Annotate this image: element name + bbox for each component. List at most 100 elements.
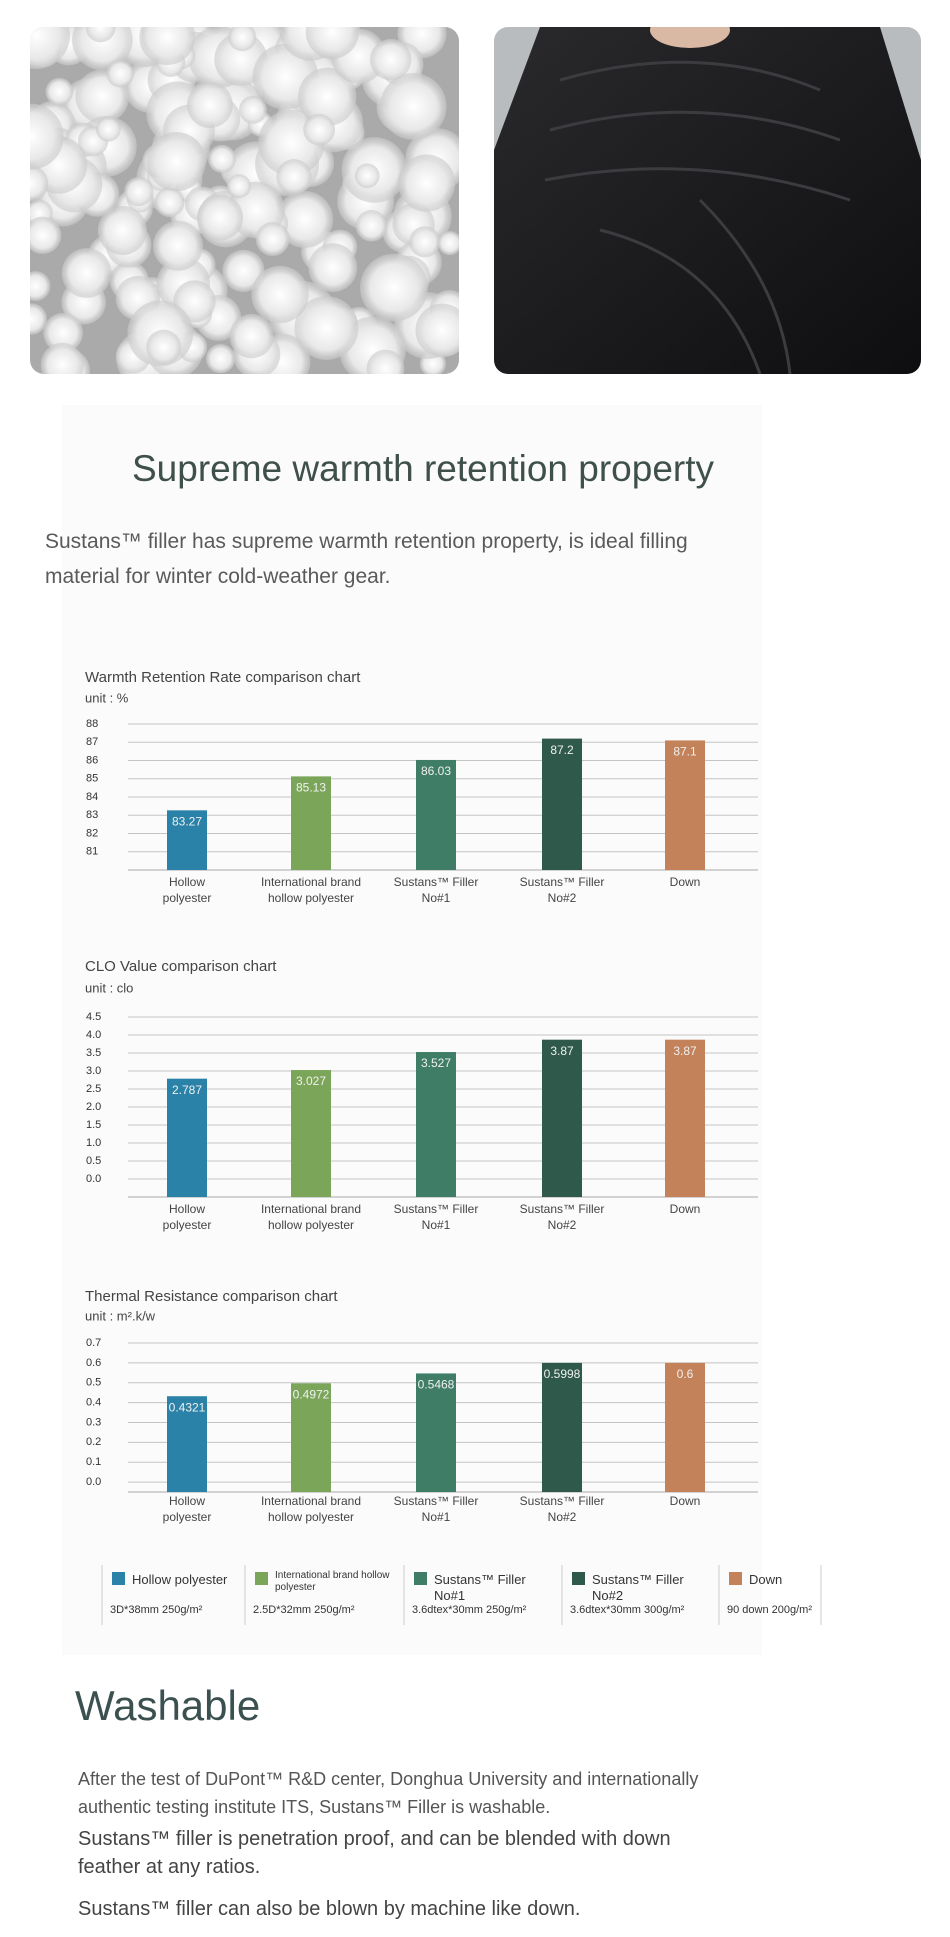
x-tick-line: No#1 [422,891,451,905]
y-tick-label: 4.0 [86,1029,101,1041]
paragraph: Sustans™ filler can also be blown by mac… [78,1898,581,1920]
fiber-ball [354,163,380,189]
fiber-ball [30,27,71,70]
x-tick-line: Sustans™ Filler [520,875,605,889]
coat-photo [494,27,921,374]
chart-title: Warmth Retention Rate comparison chart [85,669,361,686]
x-tick-label: Down [670,1494,701,1508]
y-tick-label: 0.5 [86,1155,101,1167]
y-tick-label: 0.1 [86,1456,101,1468]
legend-name: International brand hollow polyester [275,1570,390,1593]
bar [291,776,331,870]
fiber-ball [85,27,116,43]
y-tick-label: 2.0 [86,1101,101,1113]
fiber-ball [355,210,388,242]
y-tick-label: 0.6 [86,1357,101,1369]
fiber-ball [276,159,312,195]
y-tick-label: 85 [86,773,98,785]
x-tick-label: Hollow polyester [163,875,212,905]
fiber-ball [43,312,84,353]
fiber-ball [30,103,64,170]
y-tick-label: 0.7 [86,1337,101,1349]
y-tick-label: 87 [86,736,98,748]
x-tick-label: Sustans™ Filler No#1 [394,875,479,905]
x-tick-line: Down [670,875,701,889]
bar [542,1362,582,1492]
x-tick-label: International brand hollow polyester [261,875,361,905]
x-tick-line: Down [670,1202,701,1216]
page-title: Supreme warmth retention property [132,448,714,489]
value-label: 0.4972 [293,1387,330,1401]
x-tick-label: Sustans™ Filler No#2 [520,1202,605,1232]
legend-spec: 90 down 200g/m² [727,1604,812,1616]
fiber-ball [276,190,334,248]
value-label: 83.27 [172,814,202,828]
fiber-ball [207,144,236,173]
fiber-ball [97,205,147,256]
fiber-ball [45,77,74,106]
legend-name: Sustans™ Filler No#2 [592,1572,684,1603]
x-tick-line: Sustans™ Filler [394,1494,479,1508]
fiber-ball [409,226,441,258]
bar [416,1373,456,1492]
value-label: 0.4321 [169,1400,206,1414]
x-tick-line: Sustans™ Filler [394,1202,479,1216]
fiber-ball [61,248,112,298]
value-label: 0.5998 [544,1367,581,1381]
y-tick-label: 1.0 [86,1137,101,1149]
legend-spec: 3.6dtex*30mm 300g/m² [570,1604,685,1616]
fiber-ball [154,187,185,218]
fiber-ball [226,174,252,199]
value-label: 3.87 [673,1044,697,1058]
x-tick-line: Hollow [169,875,205,889]
value-label: 2.787 [172,1083,202,1097]
x-tick-label: Sustans™ Filler No#1 [394,1494,479,1524]
x-tick-label: Down [670,875,701,889]
legend-spec: 2.5D*32mm 250g/m² [253,1604,355,1616]
x-tick-line: hollow polyester [268,891,354,905]
x-tick-line: International brand [261,1494,361,1508]
y-tick-label: 2.5 [86,1083,101,1095]
fiber-ball [308,243,358,293]
y-tick-label: 0.0 [86,1476,101,1488]
y-tick-label: 0.4 [86,1397,101,1409]
y-tick-label: 86 [86,754,98,766]
x-tick-line: Sustans™ Filler [520,1202,605,1216]
x-tick-line: No#2 [548,1510,577,1524]
y-tick-label: 3.5 [86,1047,101,1059]
y-tick-label: 4.5 [86,1011,101,1023]
bar [665,1362,705,1492]
x-tick-label: Down [670,1202,701,1216]
legend-swatch [112,1572,125,1585]
legend-name: Down [749,1572,783,1587]
x-tick-line: hollow polyester [268,1510,354,1524]
fiber-ball [124,176,154,207]
y-tick-label: 0.0 [86,1173,101,1185]
section-title: Washable [75,1682,261,1729]
fiber-ball [255,222,290,257]
x-tick-label: International brand hollow polyester [261,1202,361,1232]
unit-label: unit : clo [85,980,133,995]
bar [542,1039,582,1197]
x-tick-line: Hollow [169,1202,205,1216]
fiber-ball [303,113,336,146]
x-tick-label: Sustans™ Filler No#1 [394,1202,479,1232]
fiber-ball [251,265,309,324]
y-tick-label: 82 [86,827,98,839]
fiber-ball [370,38,412,81]
value-label: 87.2 [550,743,574,757]
fiber-ball [30,165,49,202]
x-tick-line: Hollow [169,1494,205,1508]
x-tick-line: No#1 [422,1510,451,1524]
x-tick-line: No#2 [548,891,577,905]
y-tick-label: 0.2 [86,1436,101,1448]
value-label: 0.6 [677,1367,694,1381]
x-tick-line: polyester [163,891,212,905]
fiber-ball [95,116,121,142]
bar [416,1052,456,1197]
fiber-ball [379,73,447,140]
x-tick-line: No#1 [422,1218,451,1232]
intro-text: Sustans™ filler has supreme warmth reten… [45,530,688,588]
value-label: 3.87 [550,1044,574,1058]
